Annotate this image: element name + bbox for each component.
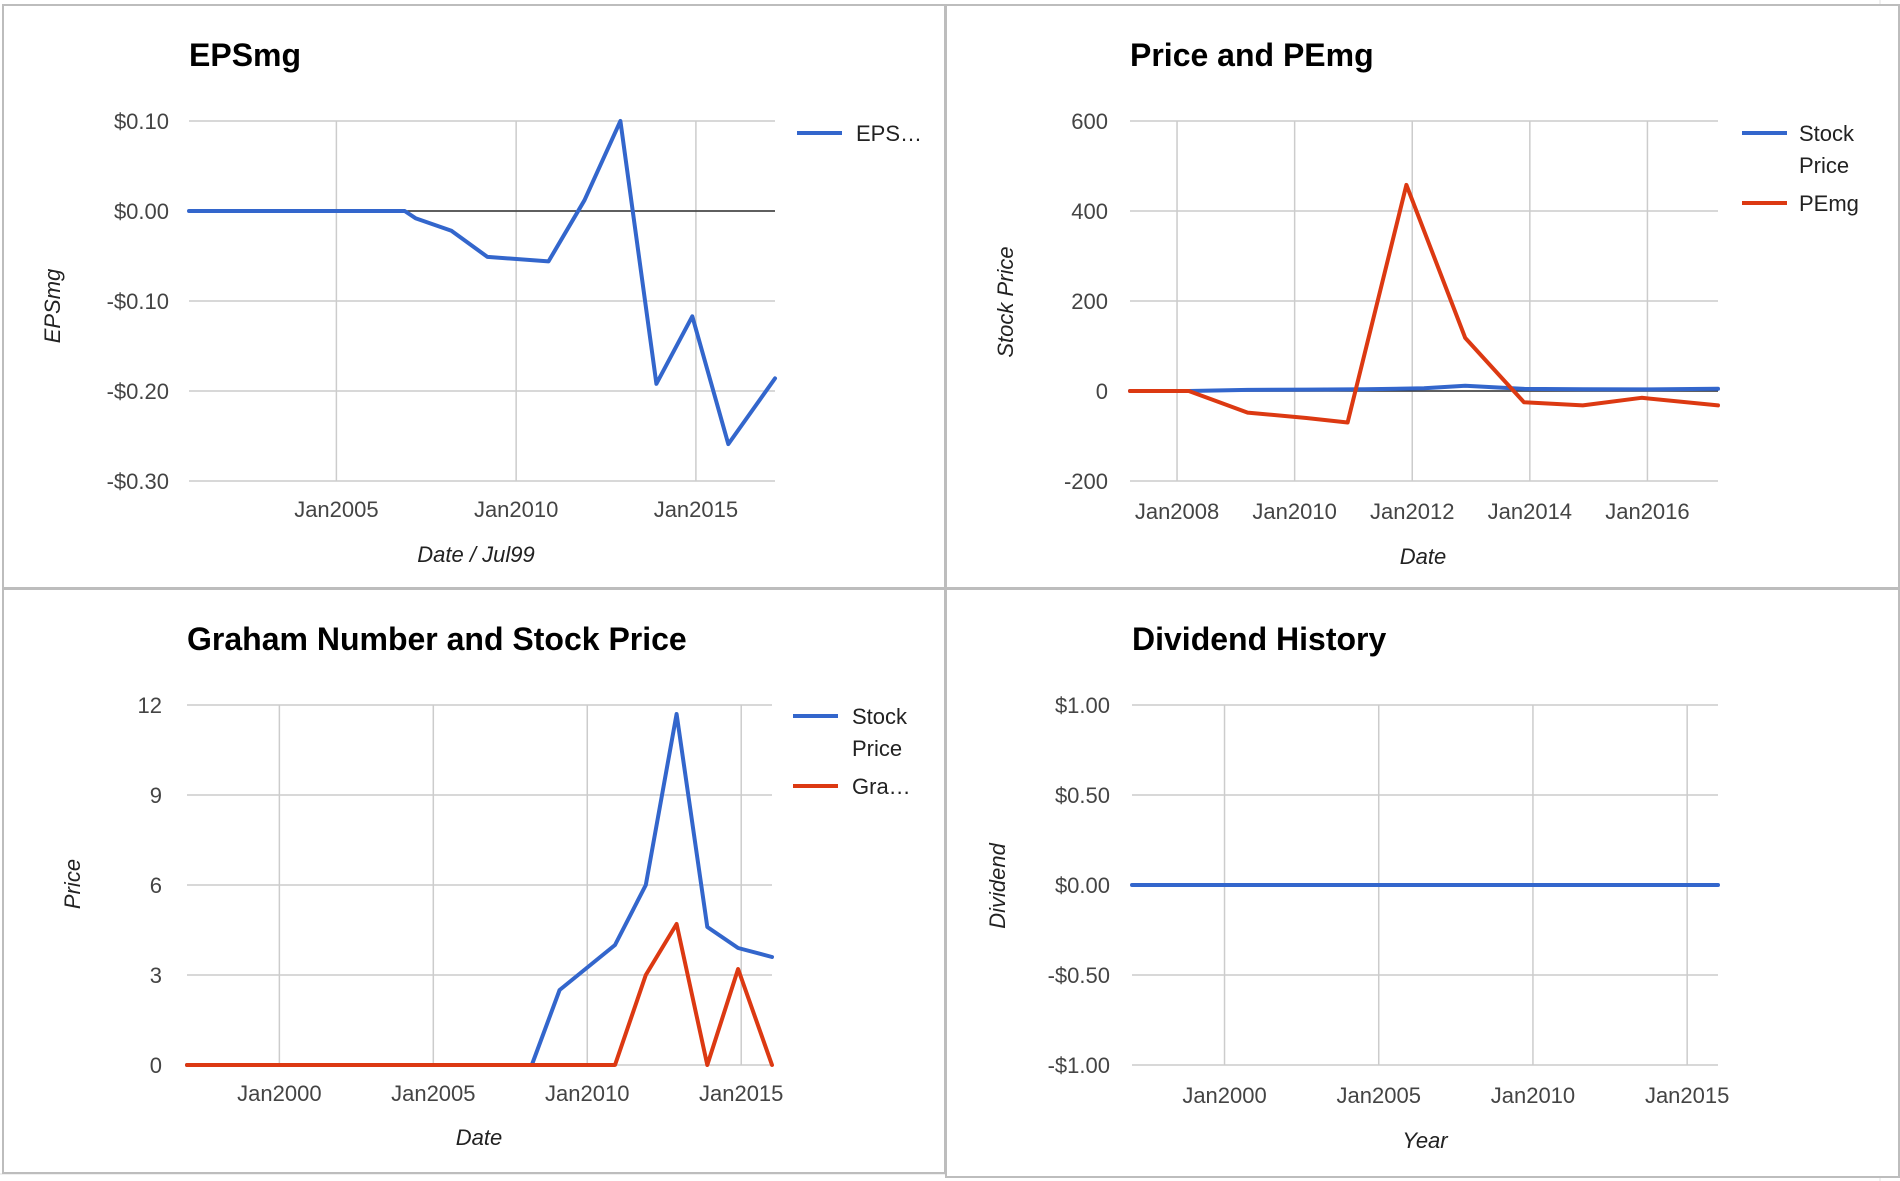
y-tick-labels: $0.10 $0.00 -$0.10 -$0.20 -$0.30 <box>107 109 169 494</box>
y-tick-labels: 600 400 200 0 -200 <box>1064 109 1108 494</box>
y-tick-label: -$1.00 <box>1048 1053 1110 1078</box>
legend: Stock Price PEmg <box>1742 121 1859 216</box>
y-axis-title: EPSmg <box>40 268 65 343</box>
y-tick-label: 0 <box>150 1053 162 1078</box>
series-lines <box>187 119 777 447</box>
y-tick-label: $0.50 <box>1055 783 1110 808</box>
chart-panel-dividend[interactable]: Dividend History $1.00 $0.50 $0.00 -$0.50 -$… <box>945 588 1900 1178</box>
y-tick-label: 6 <box>150 873 162 898</box>
y-tick-label: -200 <box>1064 469 1108 494</box>
y-tick-label: -$0.50 <box>1048 963 1110 988</box>
y-tick-label: 9 <box>150 783 162 808</box>
x-gridlines <box>278 705 742 1065</box>
series-line-stock-price <box>185 712 774 1067</box>
x-tick-label: Jan2010 <box>1252 499 1336 524</box>
x-tick-label: Jan2015 <box>699 1081 783 1106</box>
chart-title: Price and PEmg <box>1130 37 1374 73</box>
x-tick-label: Jan2010 <box>474 497 558 522</box>
x-tick-labels: Jan2005 Jan2010 Jan2015 <box>294 497 738 522</box>
x-tick-label: Jan2010 <box>1491 1083 1575 1108</box>
legend-label-eps: EPS… <box>856 121 922 146</box>
x-axis-title: Date <box>1400 544 1446 569</box>
series-lines <box>185 712 774 1067</box>
series-line-gra <box>185 922 774 1067</box>
x-tick-label: Jan2005 <box>391 1081 475 1106</box>
y-tick-label: 400 <box>1071 199 1108 224</box>
legend: EPS… <box>797 121 922 146</box>
x-tick-labels: Jan2000 Jan2005 Jan2010 Jan2015 <box>1182 1083 1729 1108</box>
series-line-eps <box>187 119 777 447</box>
series-line-pemg <box>1128 182 1720 425</box>
y-tick-label: -$0.10 <box>107 289 169 314</box>
y-axis-title: Price <box>60 859 85 909</box>
y-tick-label: -$0.20 <box>107 379 169 404</box>
x-tick-labels: Jan2000 Jan2005 Jan2010 Jan2015 <box>237 1081 783 1106</box>
legend: Stock Price Gra… <box>793 704 911 799</box>
y-gridlines <box>189 120 775 482</box>
y-tick-label: $0.10 <box>114 109 169 134</box>
x-tick-label: Jan2012 <box>1370 499 1454 524</box>
x-tick-label: Jan2015 <box>654 497 738 522</box>
y-tick-label: 600 <box>1071 109 1108 134</box>
x-tick-label: Jan2016 <box>1605 499 1689 524</box>
chart-panel-graham[interactable]: Graham Number and Stock Price 12 9 6 3 0 Jan… <box>2 588 946 1174</box>
legend-label-price: Price <box>852 736 902 761</box>
y-tick-label: $1.00 <box>1055 693 1110 718</box>
legend-label-graham: Gra… <box>852 774 911 799</box>
legend-label-stock: Stock <box>852 704 908 729</box>
legend-label-pemg: PEmg <box>1799 191 1859 216</box>
y-axis-title: Dividend <box>985 842 1010 928</box>
x-tick-label: Jan2005 <box>294 497 378 522</box>
x-tick-label: Jan2000 <box>237 1081 321 1106</box>
eps-chart: EPSmg $0.10 $0.00 -$0.10 -$0.20 -$0.30 Jan20… <box>40 37 922 567</box>
y-tick-label: $0.00 <box>114 199 169 224</box>
chart-panel-eps[interactable]: EPSmg $0.10 $0.00 -$0.10 -$0.20 -$0.30 Jan20… <box>2 4 946 589</box>
y-gridlines <box>1130 120 1718 482</box>
y-tick-label: 200 <box>1071 289 1108 314</box>
y-tick-labels: 12 9 6 3 0 <box>138 693 162 1078</box>
x-tick-label: Jan2005 <box>1337 1083 1421 1108</box>
series-line-stock-price <box>1128 383 1720 393</box>
legend-label-stock: Stock <box>1799 121 1855 146</box>
legend-label-price: Price <box>1799 153 1849 178</box>
chart-title: Dividend History <box>1132 621 1386 657</box>
chart-title: Graham Number and Stock Price <box>187 621 687 657</box>
x-tick-label: Jan2015 <box>1645 1083 1729 1108</box>
y-tick-label: 12 <box>138 693 162 718</box>
x-tick-label: Jan2014 <box>1488 499 1572 524</box>
chart-panel-price-pe[interactable]: Price and PEmg 600 400 200 0 -200 Jan2008 Jan… <box>945 4 1900 589</box>
x-axis-title: Year <box>1402 1128 1449 1153</box>
x-tick-label: Jan2000 <box>1182 1083 1266 1108</box>
graham-chart: Graham Number and Stock Price 12 9 6 3 0 Jan… <box>60 621 911 1150</box>
x-gridlines <box>1176 121 1649 481</box>
y-tick-label: -$0.30 <box>107 469 169 494</box>
y-axis-title: Stock Price <box>993 246 1018 357</box>
y-tick-label: 0 <box>1096 379 1108 404</box>
y-tick-labels: $1.00 $0.50 $0.00 -$0.50 -$1.00 <box>1048 693 1110 1078</box>
x-gridlines <box>335 121 697 481</box>
y-tick-label: 3 <box>150 963 162 988</box>
dividend-chart: Dividend History $1.00 $0.50 $0.00 -$0.50 -$… <box>985 621 1729 1153</box>
x-tick-label: Jan2010 <box>545 1081 629 1106</box>
x-axis-title: Date <box>456 1125 502 1150</box>
x-tick-label: Jan2008 <box>1135 499 1219 524</box>
y-tick-label: $0.00 <box>1055 873 1110 898</box>
x-tick-labels: Jan2008 Jan2010 Jan2012 Jan2014 Jan2016 <box>1135 499 1690 524</box>
series-lines <box>1128 182 1720 425</box>
chart-title: EPSmg <box>189 37 301 73</box>
x-axis-title: Date / Jul99 <box>417 542 534 567</box>
